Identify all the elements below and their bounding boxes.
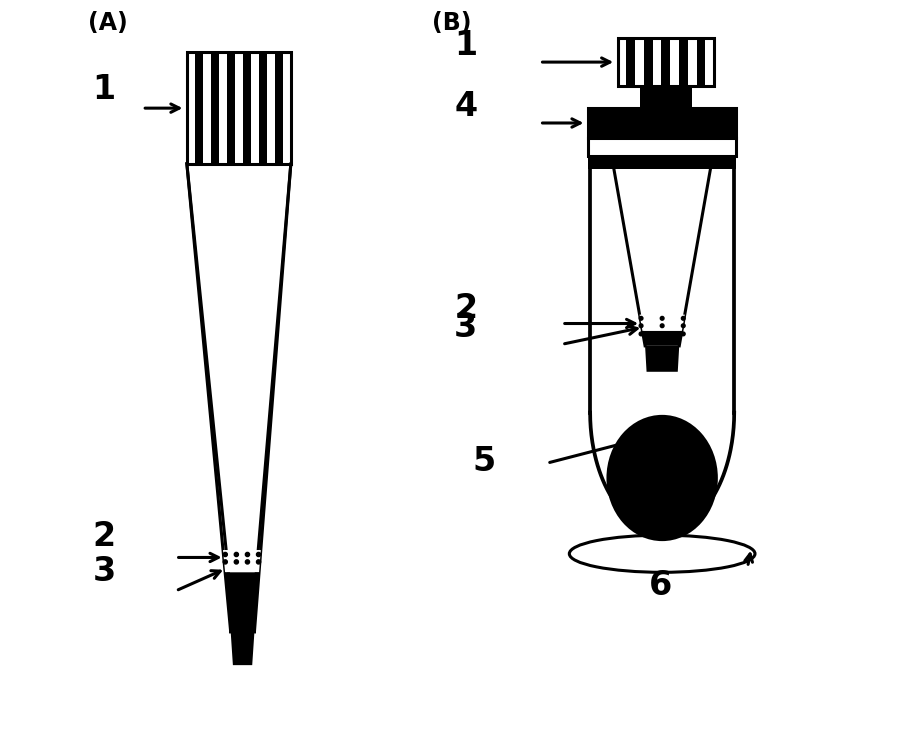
Circle shape (681, 332, 685, 336)
Ellipse shape (606, 415, 718, 541)
Bar (626, 38, 635, 86)
Text: 4: 4 (454, 89, 478, 122)
Circle shape (660, 324, 664, 327)
Text: 6: 6 (649, 569, 672, 602)
Circle shape (639, 316, 643, 320)
Bar (275, 53, 283, 164)
Circle shape (257, 553, 260, 556)
Ellipse shape (569, 535, 755, 572)
Bar (587, 108, 736, 138)
Bar (696, 38, 705, 86)
Text: 5: 5 (473, 445, 496, 478)
Circle shape (681, 316, 685, 320)
Circle shape (660, 332, 664, 336)
Text: (B): (B) (432, 11, 471, 35)
Polygon shape (642, 331, 682, 345)
Text: 1: 1 (454, 29, 478, 62)
Circle shape (234, 559, 239, 564)
Circle shape (639, 332, 643, 336)
Polygon shape (223, 550, 260, 572)
Bar (644, 38, 652, 86)
Polygon shape (640, 315, 685, 331)
Circle shape (245, 553, 250, 556)
Polygon shape (225, 572, 259, 632)
Bar (195, 53, 203, 164)
Text: (A): (A) (88, 11, 128, 35)
Circle shape (257, 559, 260, 564)
Bar (640, 86, 692, 108)
Bar (227, 53, 235, 164)
Bar (211, 53, 219, 164)
Text: 1: 1 (93, 74, 115, 106)
Text: 3: 3 (93, 555, 116, 588)
Circle shape (660, 316, 664, 320)
Circle shape (639, 324, 643, 327)
Circle shape (234, 553, 239, 556)
Polygon shape (187, 164, 291, 632)
Circle shape (681, 324, 685, 327)
Circle shape (223, 553, 227, 556)
Circle shape (245, 559, 250, 564)
Bar (661, 38, 670, 86)
Bar (679, 38, 687, 86)
Text: 2: 2 (93, 520, 115, 553)
Text: 2: 2 (454, 291, 478, 324)
Polygon shape (231, 632, 254, 665)
Bar (587, 156, 736, 169)
Bar (243, 53, 250, 164)
Text: 3: 3 (454, 311, 478, 344)
Bar (259, 53, 267, 164)
Bar (587, 138, 736, 156)
Polygon shape (645, 345, 679, 372)
Circle shape (223, 559, 227, 564)
Bar (187, 53, 291, 164)
Bar (617, 38, 714, 86)
